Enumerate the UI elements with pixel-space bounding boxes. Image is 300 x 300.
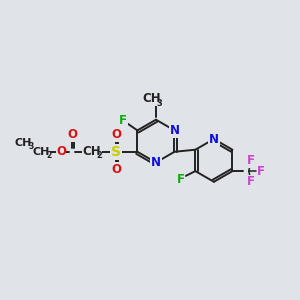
Text: N: N (169, 124, 179, 137)
Text: F: F (247, 154, 255, 167)
Text: F: F (176, 173, 184, 186)
Text: O: O (56, 145, 66, 158)
Text: S: S (111, 145, 121, 159)
Text: N: N (209, 133, 219, 146)
Text: F: F (247, 175, 255, 188)
Text: F: F (257, 165, 265, 178)
Text: CH: CH (32, 147, 50, 157)
Text: CH: CH (143, 92, 161, 105)
Text: N: N (151, 156, 161, 169)
Text: 2: 2 (97, 151, 103, 160)
Text: 3: 3 (157, 98, 163, 107)
Text: F: F (119, 114, 127, 128)
Text: CH: CH (82, 145, 101, 158)
Text: O: O (67, 128, 77, 141)
Text: CH: CH (15, 138, 32, 148)
Text: 3: 3 (29, 142, 34, 151)
Text: 2: 2 (46, 151, 51, 160)
Text: O: O (111, 163, 121, 176)
Text: O: O (111, 128, 121, 141)
